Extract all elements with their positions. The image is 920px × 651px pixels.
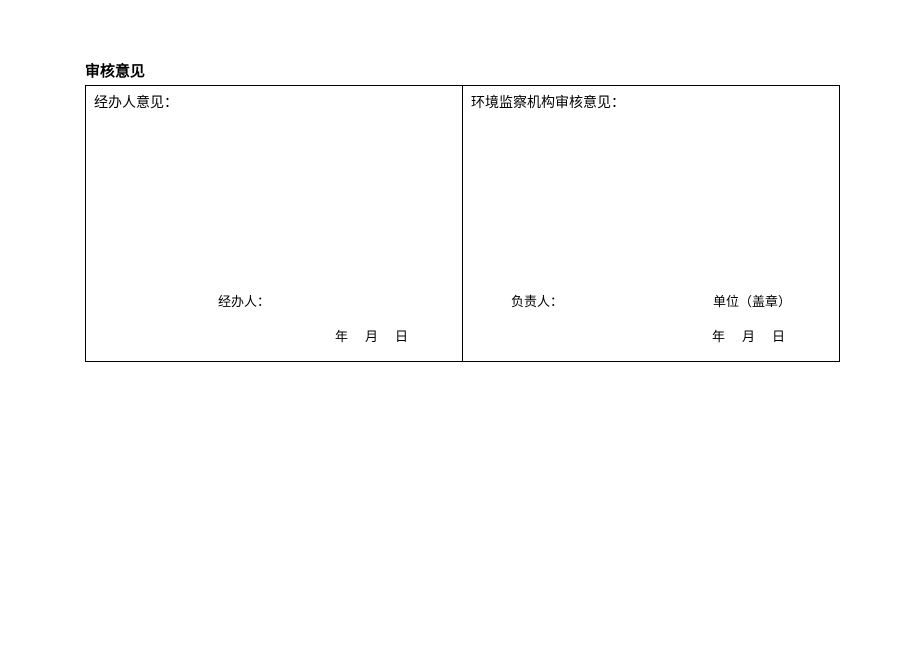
right-cell-header: 环境监察机构审核意见： xyxy=(471,92,831,112)
right-signer-line: 负责人： 单位（盖章） xyxy=(491,291,811,310)
left-cell: 经办人意见： 经办人： 年 月 日 xyxy=(86,86,463,362)
right-signer-label: 负责人： xyxy=(511,291,563,310)
left-date-text: 年 月 日 xyxy=(114,326,434,345)
table-row: 经办人意见： 经办人： 年 月 日 环境监察机构审核意见： 负责人： 单位（盖章… xyxy=(86,86,840,362)
right-cell: 环境监察机构审核意见： 负责人： 单位（盖章） 年 月 日 xyxy=(463,86,840,362)
review-form-table: 经办人意见： 经办人： 年 月 日 环境监察机构审核意见： 负责人： 单位（盖章… xyxy=(85,85,840,362)
left-signature-area: 经办人： 年 月 日 xyxy=(86,291,462,345)
right-signature-area: 负责人： 单位（盖章） 年 月 日 xyxy=(463,291,839,345)
left-signer-label: 经办人： xyxy=(114,291,434,310)
section-title: 审核意见 xyxy=(85,60,840,81)
left-cell-header: 经办人意见： xyxy=(94,92,454,112)
right-date-text: 年 月 日 xyxy=(491,326,811,345)
right-stamp-label: 单位（盖章） xyxy=(713,291,791,310)
